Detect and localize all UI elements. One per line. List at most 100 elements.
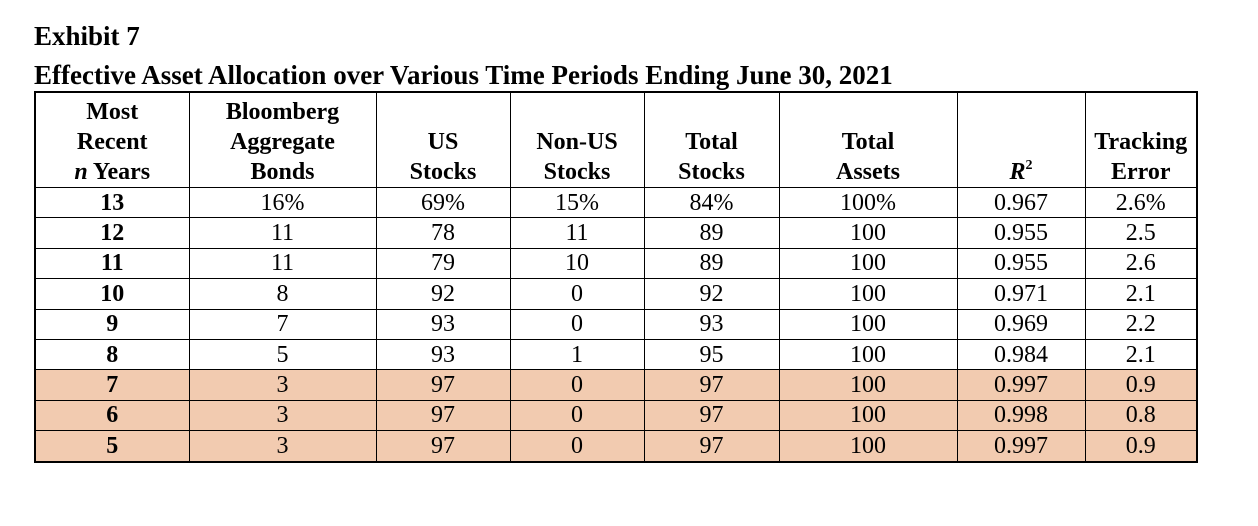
cell-total-assets: 100	[778, 369, 958, 401]
table-row: 12 11 78 11 89 100 0.955 2.5	[34, 217, 1198, 249]
cell-us: 93	[375, 338, 511, 371]
cell-years: 10	[34, 278, 190, 310]
cell-total-stocks: 93	[643, 308, 780, 340]
header-years-n: n	[74, 159, 88, 185]
cell-total-stocks: 95	[643, 338, 780, 371]
cell-bonds: 7	[188, 308, 377, 340]
header-r: R	[1009, 159, 1026, 185]
header-r-squared: R2	[956, 91, 1086, 188]
cell-r2: 0.971	[956, 278, 1086, 310]
header-row: Most Recent n Years Bloomberg Aggregate …	[34, 91, 1198, 188]
cell-te: 2.1	[1084, 278, 1198, 310]
header-years-line1: Most	[86, 99, 139, 125]
header-bonds: Bloomberg Aggregate Bonds	[188, 91, 377, 188]
table-row: 10 8 92 0 92 100 0.971 2.1	[34, 278, 1198, 310]
cell-r2: 0.955	[956, 247, 1086, 280]
cell-nonus: 0	[509, 308, 645, 340]
cell-total-assets: 100	[778, 217, 958, 249]
cell-bonds: 11	[188, 217, 377, 249]
exhibit-title: Effective Asset Allocation over Various …	[34, 60, 893, 90]
cell-nonus: 11	[509, 217, 645, 249]
cell-years: 9	[34, 308, 190, 340]
header-years-line3: Years	[87, 159, 151, 185]
cell-te: 0.9	[1084, 369, 1198, 401]
cell-bonds: 8	[188, 278, 377, 310]
cell-us: 93	[375, 308, 511, 340]
cell-r2: 0.955	[956, 217, 1086, 249]
header-bonds-line3: Bonds	[250, 159, 315, 185]
cell-total-assets: 100	[778, 247, 958, 280]
cell-bonds: 3	[188, 399, 377, 432]
cell-bonds: 5	[188, 338, 377, 371]
cell-years: 7	[34, 369, 190, 401]
header-r-sup: 2	[1025, 158, 1033, 173]
cell-us: 78	[375, 217, 511, 249]
cell-bonds: 3	[188, 369, 377, 401]
header-nonus-line2: Stocks	[543, 159, 611, 185]
cell-years: 5	[34, 430, 190, 463]
cell-nonus: 0	[509, 369, 645, 401]
cell-nonus: 0	[509, 399, 645, 432]
cell-r2: 0.967	[956, 186, 1086, 219]
cell-total-assets: 100	[778, 430, 958, 463]
cell-te: 2.2	[1084, 308, 1198, 340]
header-bonds-line1: Bloomberg	[225, 99, 340, 125]
cell-bonds: 16%	[188, 186, 377, 219]
cell-te: 2.6	[1084, 247, 1198, 280]
header-us-stocks: US Stocks	[375, 91, 511, 188]
table-row: 5 3 97 0 97 100 0.997 0.9	[34, 430, 1198, 463]
table-row: 6 3 97 0 97 100 0.998 0.8	[34, 399, 1198, 432]
header-te-line2: Error	[1110, 159, 1171, 185]
table-row: 13 16% 69% 15% 84% 100% 0.967 2.6%	[34, 186, 1198, 219]
cell-te: 0.9	[1084, 430, 1198, 463]
cell-te: 2.5	[1084, 217, 1198, 249]
cell-r2: 0.997	[956, 430, 1086, 463]
cell-nonus: 10	[509, 247, 645, 280]
header-nonus-stocks: Non-US Stocks	[509, 91, 645, 188]
cell-total-assets: 100%	[778, 186, 958, 219]
cell-us: 97	[375, 399, 511, 432]
cell-total-assets: 100	[778, 338, 958, 371]
cell-us: 79	[375, 247, 511, 280]
table-row: 9 7 93 0 93 100 0.969 2.2	[34, 308, 1198, 340]
cell-us: 92	[375, 278, 511, 310]
cell-r2: 0.969	[956, 308, 1086, 340]
header-bonds-line2: Aggregate	[230, 129, 335, 155]
cell-nonus: 1	[509, 338, 645, 371]
cell-te: 0.8	[1084, 399, 1198, 432]
cell-total-stocks: 97	[643, 369, 780, 401]
table-row: 8 5 93 1 95 100 0.984 2.1	[34, 338, 1198, 371]
cell-total-stocks: 97	[643, 430, 780, 463]
header-total-assets-line2: Assets	[836, 159, 900, 185]
cell-bonds: 11	[188, 247, 377, 280]
header-us-line1: US	[427, 129, 459, 155]
cell-total-stocks: 84%	[643, 186, 780, 219]
header-tracking-error: Tracking Error	[1084, 91, 1198, 188]
cell-r2: 0.984	[956, 338, 1086, 371]
cell-total-assets: 100	[778, 278, 958, 310]
cell-total-stocks: 92	[643, 278, 780, 310]
cell-r2: 0.998	[956, 399, 1086, 432]
cell-years: 12	[34, 217, 190, 249]
cell-total-stocks: 97	[643, 399, 780, 432]
cell-years: 6	[34, 399, 190, 432]
header-us-line2: Stocks	[409, 159, 477, 185]
cell-us: 97	[375, 369, 511, 401]
cell-years: 11	[34, 247, 190, 280]
cell-nonus: 0	[509, 278, 645, 310]
header-total-assets: Total Assets	[778, 91, 958, 188]
cell-total-assets: 100	[778, 308, 958, 340]
cell-years: 13	[34, 186, 190, 219]
cell-us: 69%	[375, 186, 511, 219]
cell-r2: 0.997	[956, 369, 1086, 401]
header-years-line2: Recent	[76, 129, 148, 155]
cell-us: 97	[375, 430, 511, 463]
cell-nonus: 15%	[509, 186, 645, 219]
allocation-table: Most Recent n Years Bloomberg Aggregate …	[34, 91, 1198, 463]
table-body: 13 16% 69% 15% 84% 100% 0.967 2.6% 12 11 78 11 89 100…	[34, 186, 1198, 463]
exhibit-label: Exhibit 7	[34, 21, 140, 51]
header-total-assets-line1: Total	[841, 129, 895, 155]
cell-te: 2.1	[1084, 338, 1198, 371]
cell-total-stocks: 89	[643, 247, 780, 280]
cell-total-stocks: 89	[643, 217, 780, 249]
